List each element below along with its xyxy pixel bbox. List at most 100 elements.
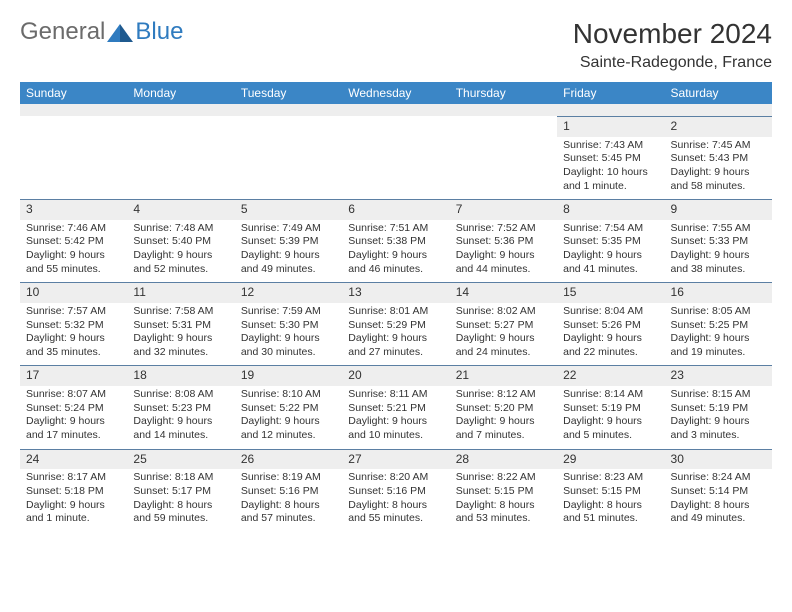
day-body: Sunrise: 8:04 AMSunset: 5:26 PMDaylight:…: [557, 303, 664, 366]
calendar-week: 10Sunrise: 7:57 AMSunset: 5:32 PMDayligh…: [20, 282, 772, 365]
sunrise-line: Sunrise: 8:01 AM: [348, 305, 443, 319]
sunset-line: Sunset: 5:29 PM: [348, 319, 443, 333]
daylight-line: and 49 minutes.: [671, 512, 766, 526]
daylight-line: Daylight: 9 hours: [133, 415, 228, 429]
day-body: Sunrise: 7:55 AMSunset: 5:33 PMDaylight:…: [665, 220, 772, 283]
calendar-cell: [127, 116, 234, 199]
day-body: Sunrise: 8:15 AMSunset: 5:19 PMDaylight:…: [665, 386, 772, 449]
sunrise-line: Sunrise: 8:08 AM: [133, 388, 228, 402]
day-number: 4: [127, 199, 234, 220]
calendar-cell: 22Sunrise: 8:14 AMSunset: 5:19 PMDayligh…: [557, 365, 664, 448]
day-body: Sunrise: 8:19 AMSunset: 5:16 PMDaylight:…: [235, 469, 342, 532]
calendar-cell: 2Sunrise: 7:45 AMSunset: 5:43 PMDaylight…: [665, 116, 772, 199]
day-number: 30: [665, 449, 772, 470]
day-body: Sunrise: 8:07 AMSunset: 5:24 PMDaylight:…: [20, 386, 127, 449]
day-number: 5: [235, 199, 342, 220]
sunrise-line: Sunrise: 7:43 AM: [563, 139, 658, 153]
sunset-line: Sunset: 5:25 PM: [671, 319, 766, 333]
sunset-line: Sunset: 5:30 PM: [241, 319, 336, 333]
sunset-line: Sunset: 5:38 PM: [348, 235, 443, 249]
sunrise-line: Sunrise: 7:48 AM: [133, 222, 228, 236]
daylight-line: and 7 minutes.: [456, 429, 551, 443]
day-body: Sunrise: 7:45 AMSunset: 5:43 PMDaylight:…: [665, 137, 772, 200]
sunrise-line: Sunrise: 8:11 AM: [348, 388, 443, 402]
day-body: Sunrise: 8:22 AMSunset: 5:15 PMDaylight:…: [450, 469, 557, 532]
day-body: Sunrise: 8:10 AMSunset: 5:22 PMDaylight:…: [235, 386, 342, 449]
daylight-line: Daylight: 9 hours: [671, 332, 766, 346]
calendar-cell: 8Sunrise: 7:54 AMSunset: 5:35 PMDaylight…: [557, 199, 664, 282]
daylight-line: and 24 minutes.: [456, 346, 551, 360]
brand-logo: General Blue: [20, 18, 183, 46]
daylight-line: and 19 minutes.: [671, 346, 766, 360]
day-number: 14: [450, 282, 557, 303]
calendar-cell: [20, 116, 127, 199]
calendar-cell: 4Sunrise: 7:48 AMSunset: 5:40 PMDaylight…: [127, 199, 234, 282]
daylight-line: and 22 minutes.: [563, 346, 658, 360]
daylight-line: and 52 minutes.: [133, 263, 228, 277]
day-number: 11: [127, 282, 234, 303]
calendar-cell: 21Sunrise: 8:12 AMSunset: 5:20 PMDayligh…: [450, 365, 557, 448]
sunset-line: Sunset: 5:42 PM: [26, 235, 121, 249]
daylight-line: Daylight: 9 hours: [671, 249, 766, 263]
daylight-line: Daylight: 10 hours: [563, 166, 658, 180]
daylight-line: Daylight: 9 hours: [671, 415, 766, 429]
day-number: 16: [665, 282, 772, 303]
sunrise-line: Sunrise: 8:15 AM: [671, 388, 766, 402]
sunrise-line: Sunrise: 8:10 AM: [241, 388, 336, 402]
sunrise-line: Sunrise: 8:19 AM: [241, 471, 336, 485]
sunset-line: Sunset: 5:19 PM: [671, 402, 766, 416]
sunrise-line: Sunrise: 8:14 AM: [563, 388, 658, 402]
daylight-line: and 5 minutes.: [563, 429, 658, 443]
day-body: Sunrise: 8:08 AMSunset: 5:23 PMDaylight:…: [127, 386, 234, 449]
sunrise-line: Sunrise: 8:22 AM: [456, 471, 551, 485]
daylight-line: and 53 minutes.: [456, 512, 551, 526]
sunrise-line: Sunrise: 8:02 AM: [456, 305, 551, 319]
daylight-line: Daylight: 9 hours: [241, 249, 336, 263]
day-number: 15: [557, 282, 664, 303]
daylight-line: Daylight: 9 hours: [456, 332, 551, 346]
daylight-line: and 46 minutes.: [348, 263, 443, 277]
calendar-week: 3Sunrise: 7:46 AMSunset: 5:42 PMDaylight…: [20, 199, 772, 282]
day-number: 18: [127, 365, 234, 386]
day-body: Sunrise: 7:59 AMSunset: 5:30 PMDaylight:…: [235, 303, 342, 366]
sunset-line: Sunset: 5:15 PM: [456, 485, 551, 499]
daylight-line: Daylight: 9 hours: [563, 249, 658, 263]
calendar-cell: 13Sunrise: 8:01 AMSunset: 5:29 PMDayligh…: [342, 282, 449, 365]
spacer-row: [20, 104, 772, 116]
day-body: Sunrise: 7:52 AMSunset: 5:36 PMDaylight:…: [450, 220, 557, 283]
daylight-line: and 14 minutes.: [133, 429, 228, 443]
day-body: Sunrise: 8:02 AMSunset: 5:27 PMDaylight:…: [450, 303, 557, 366]
daylight-line: Daylight: 9 hours: [348, 249, 443, 263]
daylight-line: Daylight: 9 hours: [133, 249, 228, 263]
sunrise-line: Sunrise: 8:23 AM: [563, 471, 658, 485]
daylight-line: Daylight: 8 hours: [456, 499, 551, 513]
calendar-cell: 25Sunrise: 8:18 AMSunset: 5:17 PMDayligh…: [127, 449, 234, 532]
calendar-cell: 17Sunrise: 8:07 AMSunset: 5:24 PMDayligh…: [20, 365, 127, 448]
daylight-line: Daylight: 8 hours: [133, 499, 228, 513]
daylight-line: and 58 minutes.: [671, 180, 766, 194]
weekday-header-row: SundayMondayTuesdayWednesdayThursdayFrid…: [20, 82, 772, 104]
daylight-line: and 1 minute.: [563, 180, 658, 194]
calendar-cell: 15Sunrise: 8:04 AMSunset: 5:26 PMDayligh…: [557, 282, 664, 365]
daylight-line: and 35 minutes.: [26, 346, 121, 360]
day-number: 17: [20, 365, 127, 386]
location-label: Sainte-Radegonde, France: [573, 54, 772, 72]
day-body: Sunrise: 7:48 AMSunset: 5:40 PMDaylight:…: [127, 220, 234, 283]
daylight-line: Daylight: 9 hours: [26, 249, 121, 263]
calendar-cell: 26Sunrise: 8:19 AMSunset: 5:16 PMDayligh…: [235, 449, 342, 532]
sunset-line: Sunset: 5:35 PM: [563, 235, 658, 249]
sunrise-line: Sunrise: 7:49 AM: [241, 222, 336, 236]
calendar-week: 1Sunrise: 7:43 AMSunset: 5:45 PMDaylight…: [20, 116, 772, 199]
calendar-cell: 30Sunrise: 8:24 AMSunset: 5:14 PMDayligh…: [665, 449, 772, 532]
daylight-line: Daylight: 9 hours: [133, 332, 228, 346]
weekday-header: Wednesday: [342, 82, 449, 104]
day-number: 24: [20, 449, 127, 470]
sunrise-line: Sunrise: 8:18 AM: [133, 471, 228, 485]
day-number: 10: [20, 282, 127, 303]
day-number: 12: [235, 282, 342, 303]
calendar-cell: 1Sunrise: 7:43 AMSunset: 5:45 PMDaylight…: [557, 116, 664, 199]
calendar-cell: 28Sunrise: 8:22 AMSunset: 5:15 PMDayligh…: [450, 449, 557, 532]
weekday-header: Sunday: [20, 82, 127, 104]
day-body: Sunrise: 7:43 AMSunset: 5:45 PMDaylight:…: [557, 137, 664, 200]
daylight-line: and 38 minutes.: [671, 263, 766, 277]
